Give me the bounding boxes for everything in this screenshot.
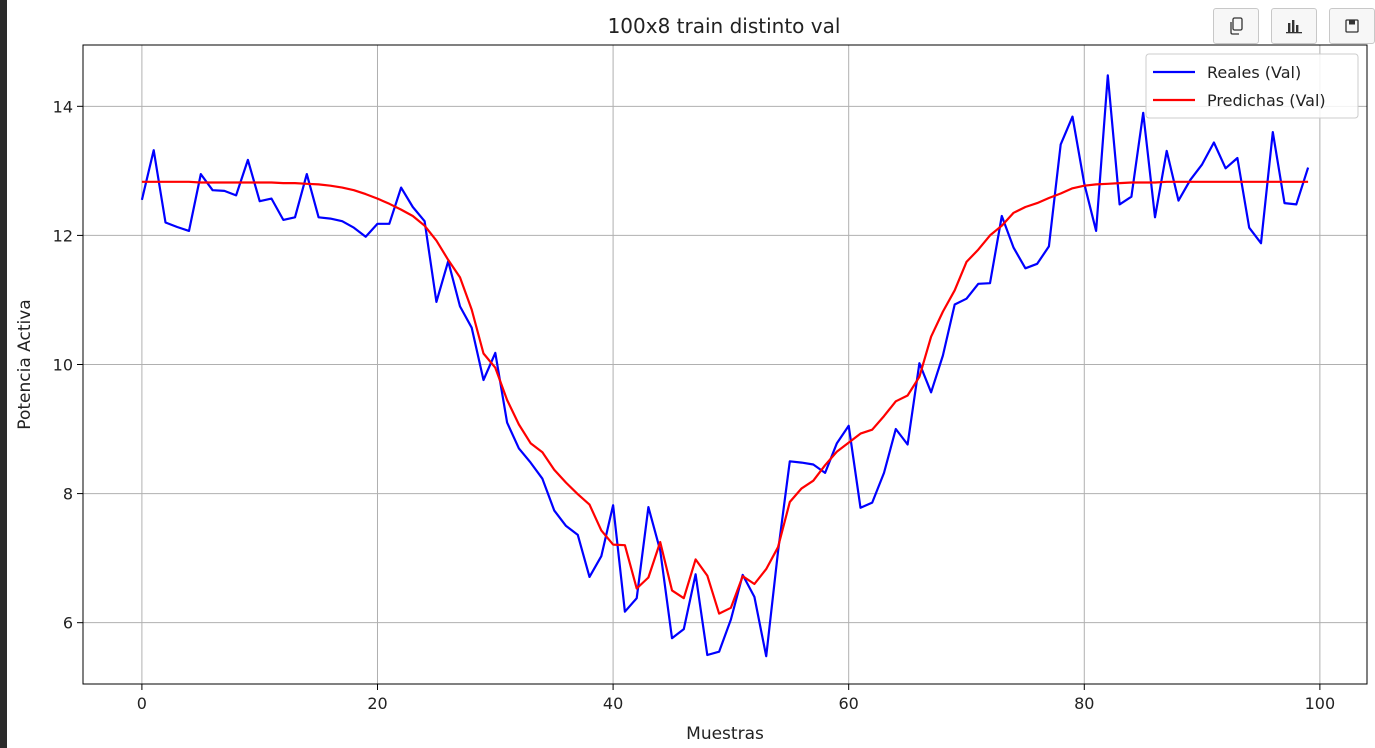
legend-label-1: Predichas (Val): [1207, 91, 1326, 110]
series-line-1: [141, 180, 1309, 615]
y-tick-label: 14: [53, 97, 73, 116]
chart-title: 100x8 train distinto val: [608, 14, 841, 38]
chart-toolbar: [1213, 8, 1375, 44]
x-axis-ticks: 0 20 40 60 80 100: [137, 684, 1335, 713]
x-axis-label: Muestras: [686, 724, 764, 744]
y-axis-label: Potencia Activa: [15, 299, 35, 429]
x-tick-label: 20: [367, 694, 387, 713]
grid: [83, 45, 1367, 684]
legend-label-0: Reales (Val): [1207, 63, 1301, 82]
save-icon: [1345, 19, 1359, 33]
series-line-0: [140, 74, 1310, 658]
y-tick-label: 10: [53, 356, 73, 375]
copy-button[interactable]: [1213, 8, 1259, 44]
x-tick-label: 0: [137, 694, 147, 713]
x-tick-label: 100: [1305, 694, 1336, 713]
copy-icon: [1230, 17, 1243, 35]
bar-chart-icon: [1286, 20, 1302, 34]
y-tick-label: 8: [63, 485, 73, 504]
x-tick-label: 60: [839, 694, 859, 713]
legend: Reales (Val) Predichas (Val): [1145, 53, 1359, 119]
y-tick-label: 6: [63, 614, 73, 633]
series-lines: [140, 74, 1310, 658]
bar-chart-button[interactable]: [1271, 8, 1317, 44]
x-tick-label: 40: [603, 694, 623, 713]
window-edge: [0, 0, 7, 748]
x-tick-label: 80: [1074, 694, 1094, 713]
y-axis-ticks: 6 8 10 12 14: [53, 97, 83, 633]
save-button[interactable]: [1329, 8, 1375, 44]
y-tick-label: 12: [53, 226, 73, 245]
